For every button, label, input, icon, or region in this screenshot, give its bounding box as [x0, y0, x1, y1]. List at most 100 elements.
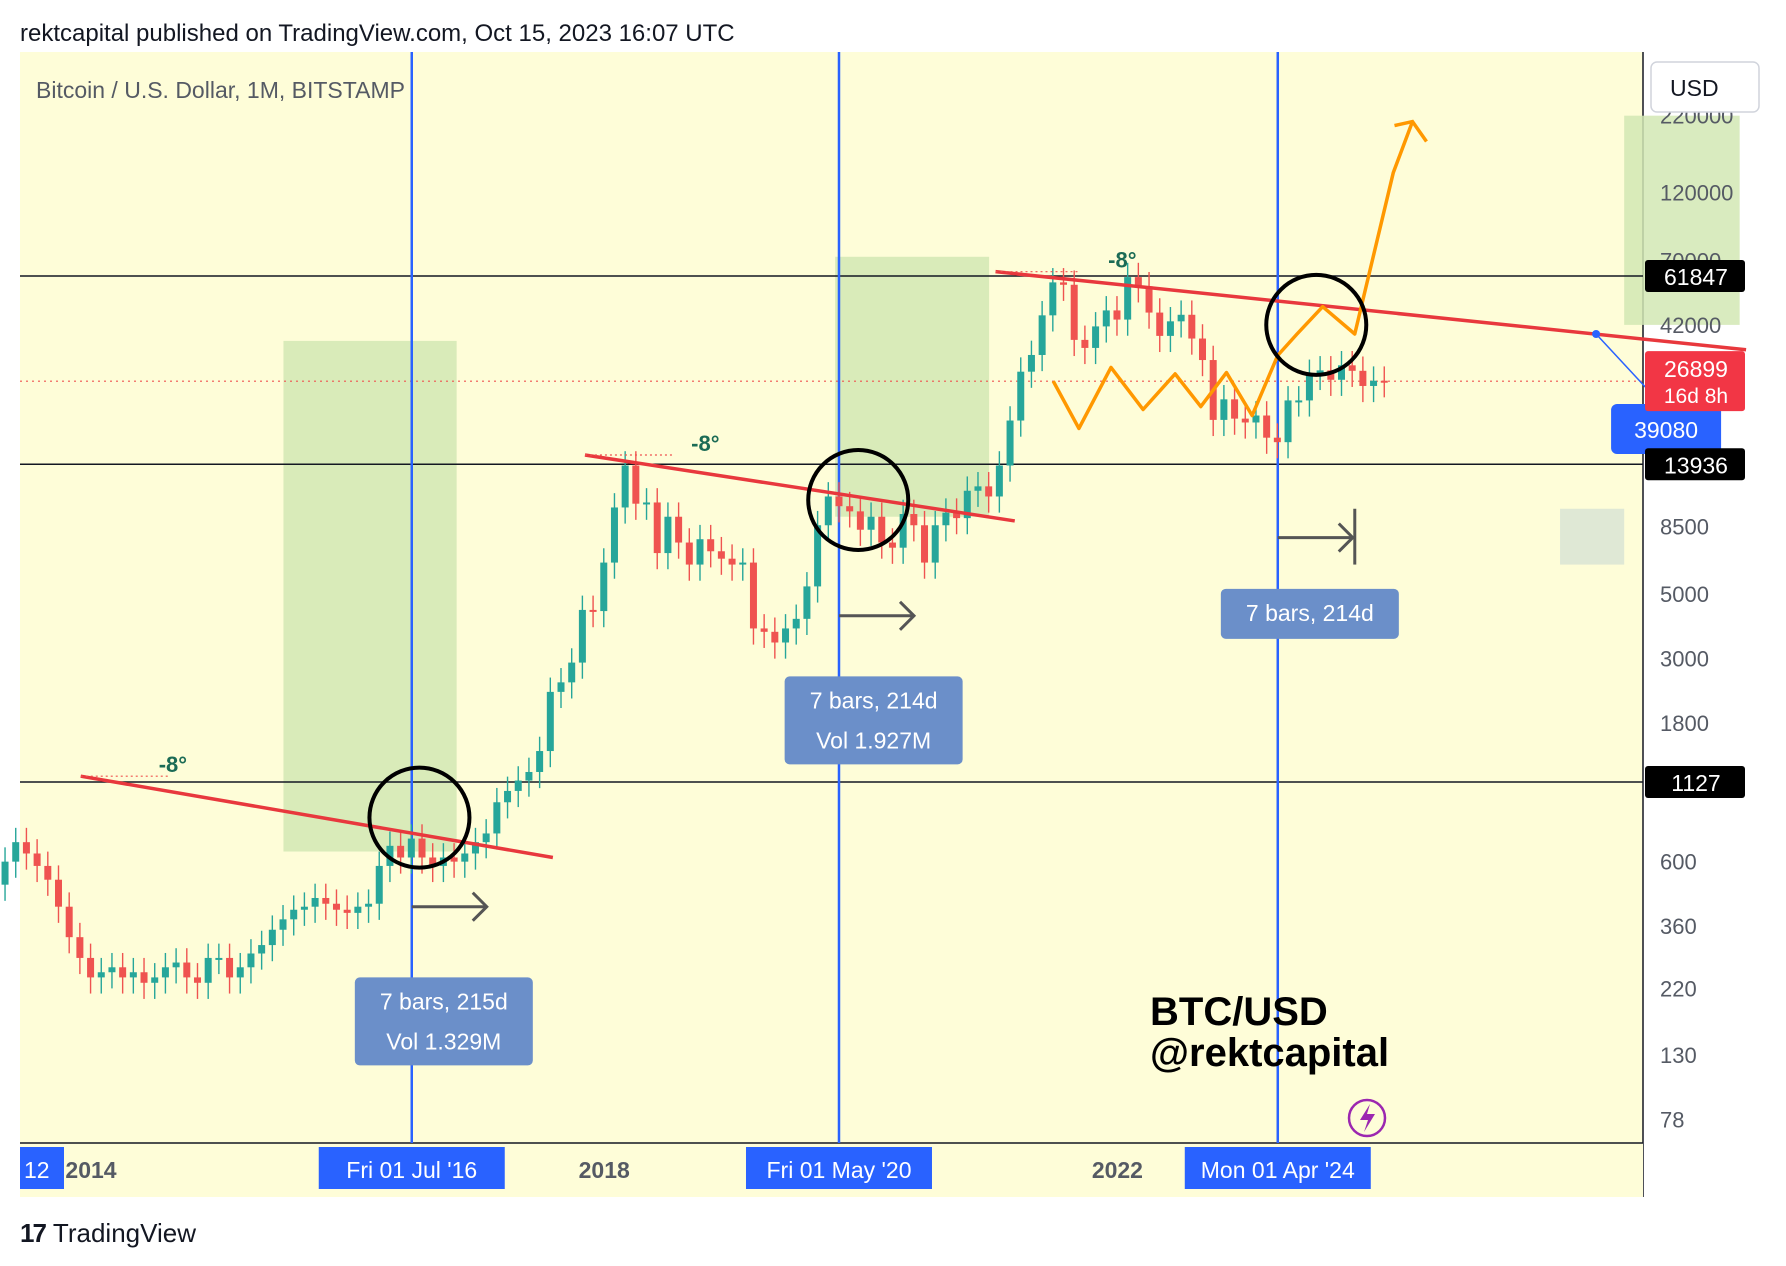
range-label-box-1	[354, 977, 533, 1066]
price-badge-13936: 13936	[1664, 452, 1728, 478]
x-tick-12: 12	[24, 1157, 50, 1183]
date-marker-box-1[interactable]	[318, 1147, 505, 1189]
range-label-vol-1: Vol 1.329M	[386, 1028, 501, 1054]
y-tick-120000: 120000	[1660, 180, 1733, 205]
candle-body	[1188, 314, 1196, 339]
lightning-icon[interactable]	[1347, 1098, 1387, 1138]
candle-body	[215, 957, 223, 960]
candle-body	[578, 609, 586, 663]
candle-body	[685, 542, 693, 565]
candle-body	[568, 662, 576, 683]
candle-body	[643, 502, 651, 505]
candle-body	[1145, 286, 1153, 313]
candle-body	[172, 962, 180, 968]
tradingview-footer[interactable]: 17 TradingView	[20, 1218, 196, 1249]
candle-body	[33, 853, 41, 866]
range-label-vol-2: Vol 1.927M	[816, 727, 931, 753]
x-tick-2022: 2022	[1092, 1157, 1143, 1183]
candle-body	[22, 842, 30, 854]
candle-body	[739, 562, 747, 565]
candle-body	[236, 967, 244, 978]
candle-body	[728, 558, 736, 565]
y-tick-3000: 3000	[1660, 646, 1709, 671]
candle-body	[1220, 399, 1228, 420]
x-tick-12-bg	[20, 1147, 64, 1189]
trendline-3	[995, 269, 1747, 352]
currency-button[interactable]	[1650, 61, 1760, 113]
range-label-bars-3: 7 bars, 214d	[1246, 600, 1374, 626]
callout-dot	[1592, 329, 1601, 338]
candle-body	[87, 957, 95, 978]
candle-body	[953, 512, 961, 519]
x-tick-2014: 2014	[65, 1157, 116, 1183]
candle-body	[1177, 314, 1185, 322]
candle-body	[1263, 415, 1271, 438]
candle-body	[621, 465, 629, 508]
candle-body	[461, 853, 469, 862]
candle-body	[931, 525, 939, 563]
y-tick-360: 360	[1660, 914, 1697, 939]
candle-body	[407, 838, 415, 858]
candle-body	[514, 780, 522, 791]
watermark-line-2: @rektcapital	[1150, 1031, 1389, 1075]
candle-body	[1380, 380, 1388, 383]
candle-body	[1124, 277, 1132, 320]
candle-body	[300, 906, 308, 910]
candle-body	[856, 511, 864, 530]
candle-body	[365, 903, 373, 907]
candle-body	[589, 609, 597, 612]
breakout-circle-2	[806, 448, 911, 553]
y-tick-5000: 5000	[1660, 582, 1709, 607]
candle-body	[771, 631, 779, 643]
candle-body	[397, 845, 405, 858]
candle-body	[1134, 277, 1142, 287]
candle-body	[717, 551, 725, 559]
candle-body	[311, 897, 319, 907]
candle-body	[108, 967, 116, 973]
candle-body	[835, 496, 843, 507]
candle-body	[921, 525, 929, 563]
current-price-badge	[1645, 351, 1745, 412]
candle-body	[119, 967, 127, 978]
range-arrow-head-2	[898, 600, 917, 631]
candle-body	[985, 486, 993, 497]
candle-body	[675, 516, 683, 543]
candle-body	[418, 838, 426, 858]
date-marker-box-2[interactable]	[745, 1147, 932, 1189]
candle-body	[899, 514, 907, 548]
candle-body	[1049, 282, 1057, 316]
candle-body	[1370, 380, 1378, 386]
price-badge-box-61847	[1645, 260, 1745, 292]
range-label-box-2	[784, 676, 963, 765]
candle-body	[471, 842, 479, 854]
candle-body	[54, 879, 62, 907]
candle-body	[1199, 338, 1207, 361]
breakout-circle-3	[1264, 272, 1369, 377]
y-tick-130: 130	[1660, 1043, 1697, 1068]
tradingview-brand: TradingView	[52, 1218, 196, 1248]
y-tick-8500: 8500	[1660, 515, 1709, 540]
trendline-1	[80, 774, 554, 860]
angle-label-2: -8°	[691, 431, 719, 456]
candle-body	[942, 512, 950, 526]
candle-body	[97, 972, 105, 978]
candle-body	[696, 539, 704, 565]
candle-body	[140, 972, 148, 983]
chart-background	[20, 52, 1766, 1197]
candle-body	[44, 865, 52, 880]
range-arrow-head-3	[1337, 522, 1355, 553]
candle-body	[546, 691, 554, 752]
candle-body	[536, 751, 544, 772]
candle-body	[504, 790, 512, 803]
x-tick-2018: 2018	[579, 1157, 630, 1183]
candle-body	[429, 857, 437, 866]
tradingview-logo-icon: 17	[20, 1218, 47, 1248]
candle-body	[974, 486, 982, 491]
date-marker-box-3[interactable]	[1184, 1147, 1371, 1189]
candle-body	[129, 972, 137, 978]
current-price-countdown: 16d 8h	[1664, 385, 1728, 408]
trendline-2	[584, 453, 1016, 523]
candle-body	[867, 516, 875, 530]
candle-body	[760, 628, 768, 632]
